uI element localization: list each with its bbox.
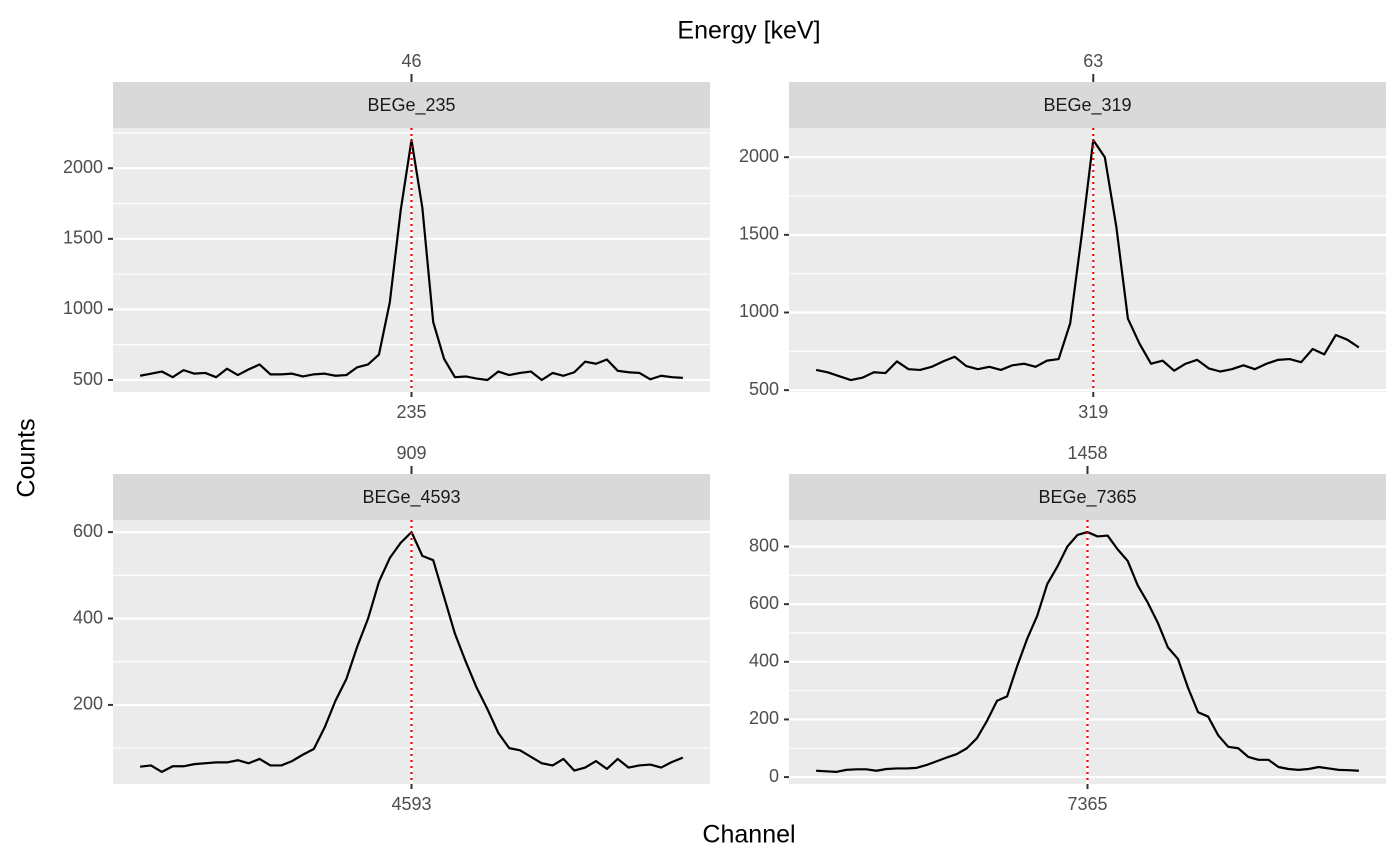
- panel-background: [789, 128, 1386, 392]
- y-tick-label: 500: [73, 369, 103, 389]
- x-tick-label: 4593: [391, 794, 431, 814]
- x2-tick-label: 909: [396, 443, 426, 463]
- x2-tick-label: 46: [401, 51, 421, 71]
- x-tick-label: 319: [1078, 402, 1108, 422]
- x-axis-title: Channel: [702, 821, 795, 849]
- x2-axis-title: Energy [keV]: [677, 17, 820, 45]
- x-tick-label: 235: [396, 402, 426, 422]
- x-tick-label: 7365: [1067, 794, 1107, 814]
- strip-background: [113, 474, 710, 520]
- strip-label: BEGe_7365: [1038, 487, 1136, 508]
- data-line: [815, 139, 1360, 382]
- strip-background: [789, 474, 1386, 520]
- strip-label: BEGe_4593: [362, 487, 460, 508]
- strip-label: BEGe_319: [1043, 95, 1131, 116]
- x2-tick-label: 63: [1083, 51, 1103, 71]
- y-tick-label: 1500: [63, 228, 103, 248]
- strip-background: [789, 82, 1386, 128]
- y-tick-label: 1000: [63, 298, 103, 318]
- y-tick-label: 600: [73, 521, 103, 541]
- y-tick-label: 1000: [739, 301, 779, 321]
- strip-background: [113, 82, 710, 128]
- y-tick-label: 400: [749, 651, 779, 671]
- y-tick-label: 2000: [63, 157, 103, 177]
- y-tick-label: 2000: [739, 146, 779, 166]
- y-tick-label: 400: [73, 607, 103, 627]
- strip-label: BEGe_235: [367, 95, 455, 116]
- y-tick-label: 200: [749, 708, 779, 728]
- y-tick-label: 600: [749, 593, 779, 613]
- y-tick-label: 500: [749, 379, 779, 399]
- x2-tick-label: 1458: [1067, 443, 1107, 463]
- y-tick-label: 1500: [739, 224, 779, 244]
- y-tick-label: 800: [749, 535, 779, 555]
- y-axis-title: Counts: [13, 418, 41, 497]
- y-tick-label: 200: [73, 694, 103, 714]
- y-tick-label: 0: [769, 766, 779, 786]
